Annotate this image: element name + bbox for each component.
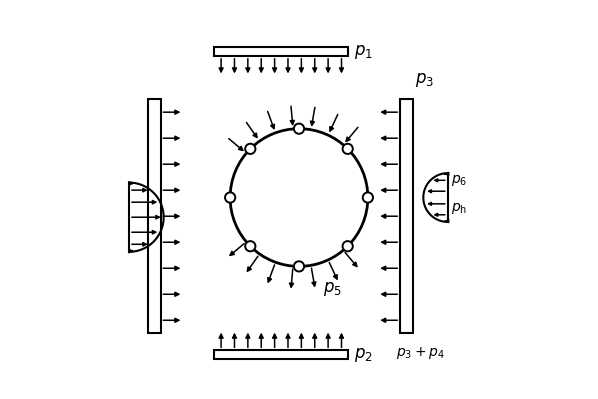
Bar [215, 47, 348, 56]
Text: $p_6$: $p_6$ [451, 173, 467, 188]
Circle shape [225, 192, 235, 203]
Text: $p_{\rm h}$: $p_{\rm h}$ [451, 201, 467, 217]
Circle shape [245, 241, 255, 251]
Circle shape [294, 124, 304, 134]
Bar [215, 350, 348, 359]
Circle shape [294, 261, 304, 271]
Text: $p_3$: $p_3$ [415, 71, 434, 89]
Circle shape [343, 241, 353, 251]
Text: $p_1$: $p_1$ [354, 43, 373, 61]
Circle shape [363, 192, 373, 203]
Bar [148, 99, 160, 333]
Text: $p_5$: $p_5$ [322, 280, 341, 298]
Text: $p_2$: $p_2$ [354, 346, 373, 363]
Bar [400, 99, 413, 333]
Circle shape [343, 144, 353, 154]
Text: $p_3+p_4$: $p_3+p_4$ [396, 345, 445, 361]
Circle shape [245, 144, 255, 154]
